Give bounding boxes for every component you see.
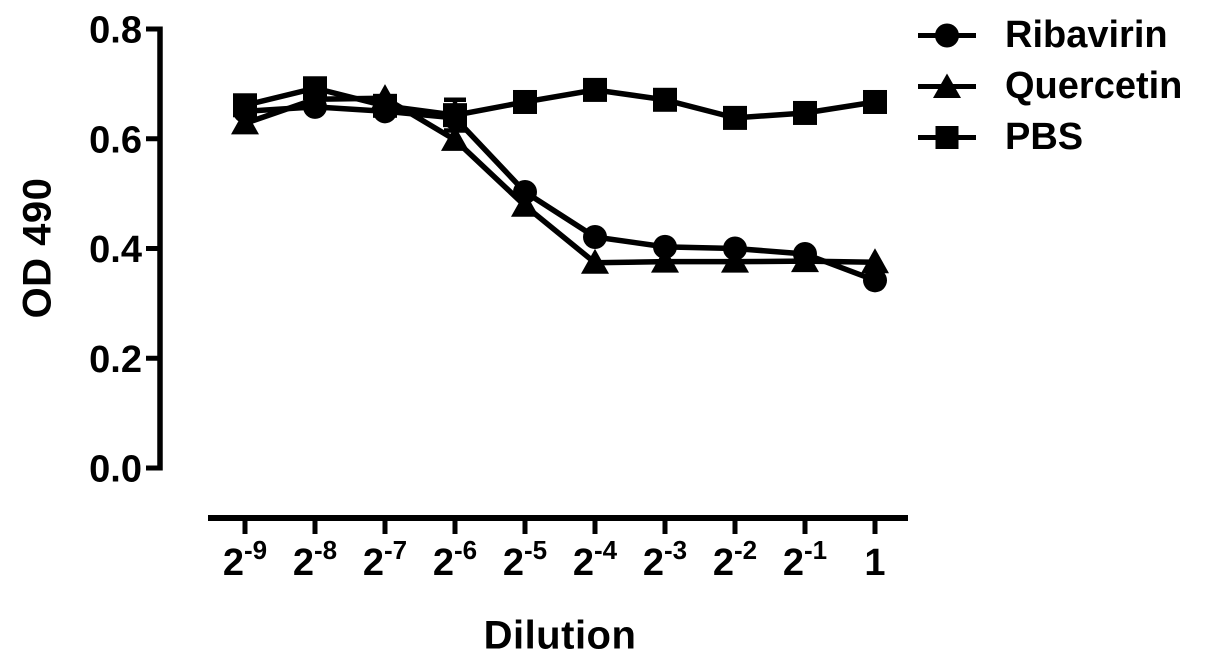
data-point-ribavirin [653,234,677,259]
legend-label: Ribavirin [1005,14,1168,56]
x-axis-title: Dilution [483,613,637,658]
data-point-pbs [513,89,537,114]
y-tick-label: 0.4 [89,229,142,271]
x-tick-label: 2-4 [573,535,618,584]
data-point-pbs [793,100,817,125]
data-point-quercetin [301,85,329,111]
legend-label: PBS [1005,116,1084,158]
data-point-quercetin [231,109,259,135]
x-tick-label: 2-9 [223,535,267,584]
x-tick-label: 2-6 [433,535,477,584]
triangle-marker-icon [918,73,976,98]
x-tick-label: 1 [864,542,885,584]
data-point-ribavirin [583,224,607,249]
x-tick-label: 2-3 [643,535,687,584]
legend-item-quercetin: Quercetin [916,61,1182,112]
data-point-pbs [723,105,747,130]
circle-marker-icon [918,23,976,48]
data-point-quercetin [371,84,399,110]
legend-item-ribavirin: Ribavirin [916,10,1182,61]
data-point-pbs [653,87,677,112]
data-point-quercetin [791,247,819,273]
data-point-quercetin [511,191,539,217]
data-point-quercetin [581,248,609,274]
series-line-ribavirin [244,104,876,283]
x-tick-label: 2-5 [503,535,547,584]
legend-item-pbs: PBS [916,112,1182,163]
x-tick-label: 2-7 [363,535,407,584]
data-point-pbs [863,89,887,114]
y-tick-label: 0.0 [89,449,142,491]
x-tick-label: 2-1 [783,535,827,584]
data-point-pbs [583,77,607,102]
data-point-quercetin [441,125,469,151]
data-point-pbs [443,103,467,128]
legend-label: Quercetin [1005,65,1183,107]
y-tick-label: 0.2 [89,339,142,381]
x-tick-label: 2-2 [713,535,757,584]
y-axis-title: OD 490 [15,177,60,319]
data-point-quercetin [721,247,749,273]
series-line-pbs [244,85,876,121]
legend: Ribavirin Quercetin PBS [916,10,1182,163]
square-marker-icon [918,126,976,149]
y-tick-label: 0.8 [89,10,142,52]
x-tick-label: 2-8 [293,535,337,584]
series-line-quercetin [244,95,876,266]
data-point-quercetin [651,247,679,273]
y-tick-label: 0.6 [89,119,142,161]
data-point-ribavirin [863,268,887,293]
data-point-quercetin [861,248,889,274]
